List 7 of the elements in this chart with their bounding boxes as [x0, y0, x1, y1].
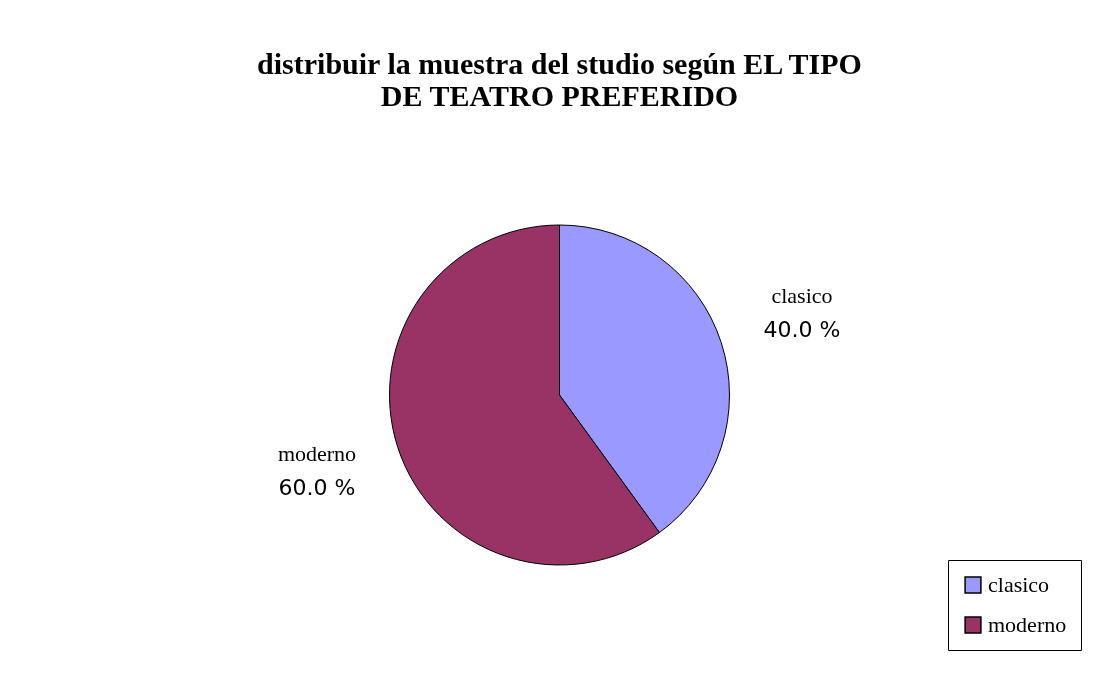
data-label: 60.0 % — [278, 474, 356, 500]
legend-label: moderno — [988, 612, 1067, 637]
legend-label: clasico — [988, 572, 1050, 597]
chart-title: distribuir la muestra del studio según EL TIPO DE TEATRO PREFERIDO — [257, 47, 862, 112]
slice-label: moderno — [277, 440, 357, 466]
slice-label: clasico — [771, 283, 833, 309]
data-label: 40.0 % — [763, 317, 841, 343]
